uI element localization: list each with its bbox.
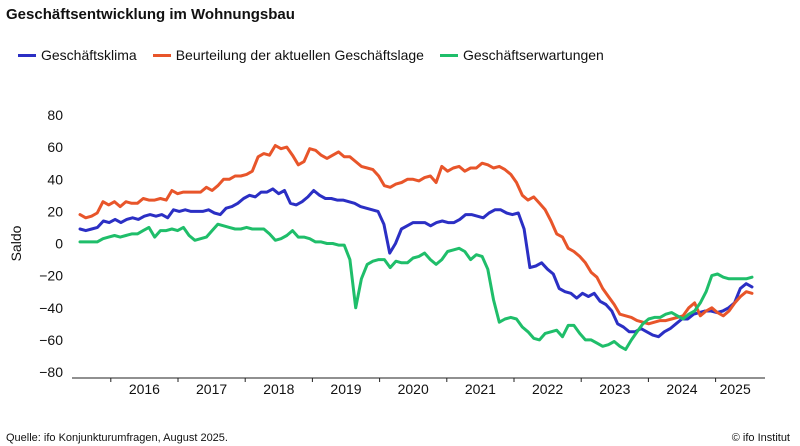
series-line-2 (78, 222, 754, 351)
x-tick-label: 2021 (465, 381, 496, 397)
x-tick-label: 2022 (532, 381, 563, 397)
x-tick-label: 2025 (720, 381, 751, 397)
series-line-0 (78, 187, 754, 339)
y-tick-label: 60 (47, 139, 63, 155)
legend-label: Geschäftserwartungen (462, 47, 604, 63)
legend-swatch-orange (152, 53, 171, 57)
legend: Geschäftsklima Beurteilung der aktuellen… (18, 47, 620, 63)
legend-label: Geschäftsklima (41, 47, 137, 63)
source-note: Quelle: ifo Konjunkturumfragen, August 2… (6, 432, 228, 444)
y-axis-label: Saldo (8, 225, 24, 261)
y-tick-label: 80 (47, 107, 63, 123)
copyright-note: © ifo Institut (731, 432, 790, 444)
legend-item-geschaeftsklima: Geschäftsklima (18, 47, 137, 63)
legend-label: Beurteilung der aktuellen Geschäftslage (175, 47, 424, 63)
legend-item-geschaeftslage: Beurteilung der aktuellen Geschäftslage (152, 47, 424, 63)
x-tick-label: 2018 (263, 381, 294, 397)
x-tick-label: 2020 (398, 381, 429, 397)
y-tick-label: −20 (39, 268, 63, 284)
series-line-1 (78, 144, 754, 326)
chart-title: Geschäftsentwicklung im Wohnungsbau (6, 6, 295, 23)
y-tick-label: −40 (39, 300, 63, 316)
x-tick-label: 2019 (330, 381, 361, 397)
x-tick-label: 2016 (129, 381, 160, 397)
y-tick-label: −80 (39, 364, 63, 380)
y-tick-label: 0 (55, 236, 63, 252)
x-tick-label: 2024 (666, 381, 697, 397)
legend-swatch-blue (18, 53, 36, 57)
y-tick-label: 20 (47, 203, 63, 219)
x-tick-label: 2017 (196, 381, 227, 397)
y-tick-label: −60 (39, 332, 63, 348)
legend-swatch-green (439, 53, 458, 57)
y-tick-label: 40 (47, 171, 63, 187)
x-tick-label: 2023 (599, 381, 630, 397)
legend-item-geschaeftserwartungen: Geschäftserwartungen (439, 47, 604, 63)
